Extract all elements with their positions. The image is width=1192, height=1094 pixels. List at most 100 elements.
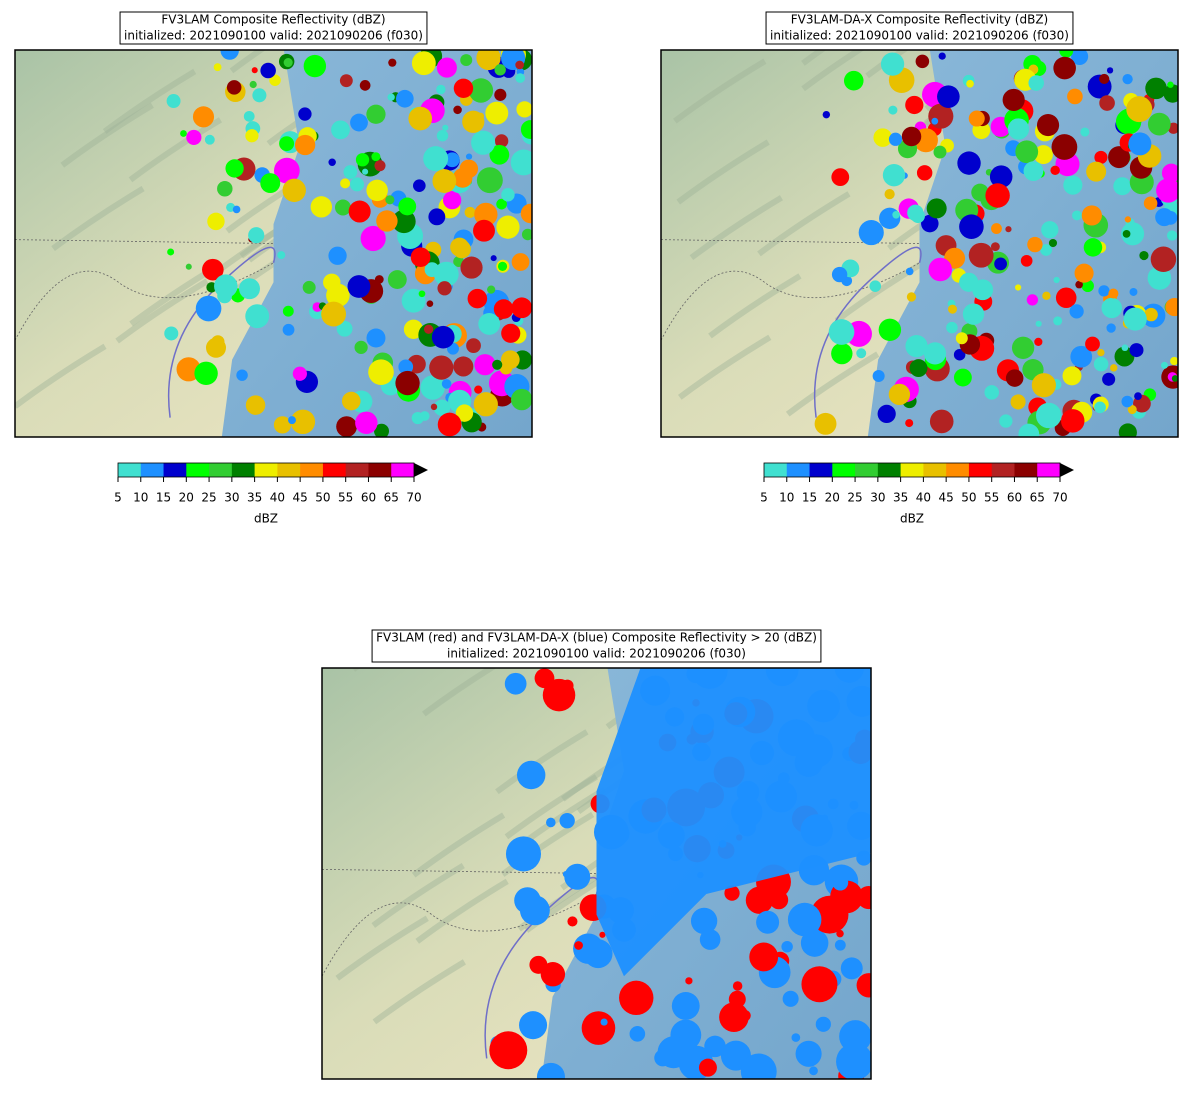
ridge <box>115 278 209 344</box>
echo <box>376 210 398 232</box>
echo <box>335 199 351 216</box>
echo <box>1134 392 1142 401</box>
echo <box>436 84 446 95</box>
ridge <box>411 812 506 878</box>
echo <box>619 980 654 1016</box>
ridge <box>865 50 909 79</box>
echo <box>1011 336 1035 359</box>
echo <box>432 169 457 193</box>
echo <box>360 225 386 252</box>
echo <box>984 385 999 400</box>
ridge <box>757 191 851 257</box>
echo <box>756 910 780 934</box>
echo <box>1063 175 1083 195</box>
colorbar-tick-label: 50 <box>961 491 976 505</box>
echo <box>354 122 361 129</box>
colorbar-segment <box>1014 463 1038 477</box>
echo <box>968 242 994 268</box>
colorbar-tick-label: 55 <box>338 491 353 505</box>
colorbar-tick-label: 70 <box>1052 491 1067 505</box>
colorbar-segment <box>968 463 993 477</box>
echo <box>487 285 496 294</box>
echo <box>1145 77 1167 100</box>
echo <box>957 151 981 175</box>
colorbar-tick-label: 30 <box>224 491 239 505</box>
echo <box>916 165 933 181</box>
echo <box>1122 230 1131 238</box>
echo <box>1062 366 1082 386</box>
echo <box>1128 132 1152 156</box>
echo <box>471 130 496 155</box>
echo <box>690 907 718 935</box>
echo <box>493 299 514 319</box>
echo <box>1072 210 1082 221</box>
echo <box>1127 405 1137 415</box>
colorbar-segment <box>923 463 947 477</box>
ridge <box>229 50 266 74</box>
echo <box>915 54 930 69</box>
echo <box>600 1018 608 1026</box>
echo <box>905 419 914 428</box>
echo <box>273 416 292 434</box>
echo <box>1144 307 1158 322</box>
echo <box>840 957 863 980</box>
echo <box>511 297 532 319</box>
echo <box>905 267 914 276</box>
subtitle: initialized: 2021090100 valid: 202109020… <box>770 29 1069 43</box>
echo <box>368 359 394 385</box>
echo <box>214 274 238 298</box>
echo <box>991 223 1002 234</box>
state-border <box>661 239 920 244</box>
echo <box>1155 208 1174 227</box>
echo <box>1122 73 1133 85</box>
ridge <box>422 668 497 717</box>
echo <box>392 209 416 234</box>
colorbar-tick-label: 35 <box>893 491 908 505</box>
echo <box>403 319 424 339</box>
echo <box>468 78 494 103</box>
echo <box>474 385 483 394</box>
colorbar-segment <box>231 463 256 477</box>
echo <box>873 128 893 147</box>
echo <box>1163 84 1178 103</box>
echo <box>1102 372 1116 386</box>
echo <box>909 359 928 378</box>
echo <box>1053 316 1063 326</box>
echo <box>195 295 222 322</box>
ridge <box>676 139 770 205</box>
echo <box>371 152 381 162</box>
echo <box>938 52 946 60</box>
echo <box>1166 230 1178 241</box>
colorbar-tick-label: 60 <box>1007 491 1022 505</box>
echo <box>520 203 532 224</box>
echo <box>831 342 853 365</box>
echo <box>362 168 369 175</box>
echo <box>474 354 496 376</box>
echo <box>343 165 358 179</box>
ridge <box>102 68 197 134</box>
title: FV3LAM Composite Reflectivity (dBZ) <box>161 13 385 27</box>
echo <box>1067 88 1083 105</box>
colorbar-tick-label: 20 <box>825 491 840 505</box>
echo <box>1099 95 1115 111</box>
echo <box>511 253 530 271</box>
echo <box>282 178 306 203</box>
echo <box>492 359 503 370</box>
colorbar-tick-label: 65 <box>384 491 399 505</box>
echo <box>1086 161 1107 182</box>
echo <box>1114 346 1135 367</box>
echo <box>749 942 779 972</box>
echo <box>501 188 515 202</box>
echo <box>1093 356 1109 372</box>
echo <box>724 885 740 901</box>
echo <box>326 283 350 308</box>
echo <box>857 886 871 910</box>
echo <box>1113 177 1132 196</box>
echo <box>814 412 837 435</box>
colorbar-tick-label: 40 <box>916 491 931 505</box>
echo <box>892 211 900 219</box>
echo <box>207 212 225 231</box>
echo <box>1005 226 1012 233</box>
echo <box>704 1035 726 1058</box>
echo <box>236 369 248 381</box>
